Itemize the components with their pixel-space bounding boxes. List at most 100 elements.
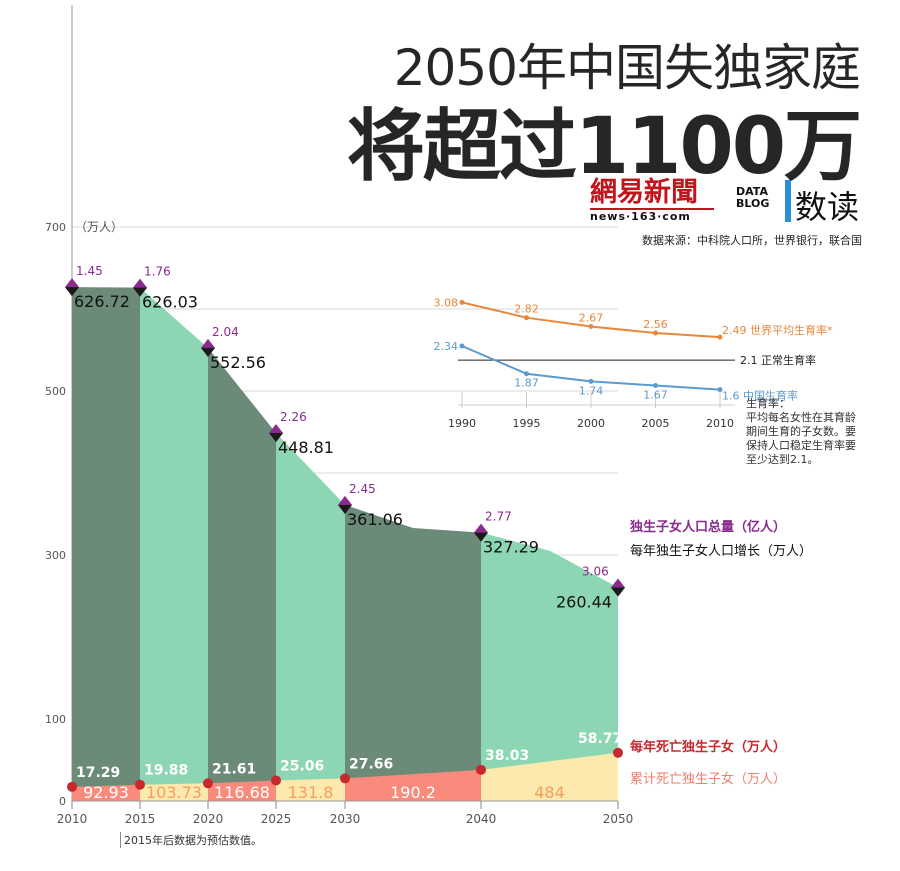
inset-point [717,334,723,340]
legend-total-population: 独生子女人口总量（亿人） [630,520,787,535]
title-line-1: 2050年中国失独家庭 [393,39,861,97]
inset-point-label: 1.74 [579,384,604,397]
growth-area-band [72,287,140,801]
growth-value-label: 626.72 [74,292,130,311]
shudu-logo-text: 数读 [795,188,860,226]
x-tick-label: 2025 [261,812,292,826]
total-diamond-bottom [611,587,625,597]
growth-value-label: 626.03 [142,293,198,312]
growth-area-band [140,287,208,801]
death-dot [67,781,77,792]
total-value-label: 1.45 [76,264,103,278]
x-tick-label: 2030 [330,812,361,826]
legend-annual-growth: 每年独生子女人口增长（万人） [630,544,813,559]
death-value-label: 21.61 [212,761,256,777]
inset-x-tick-label: 2005 [642,417,670,430]
y-axis-unit: （万人） [75,220,123,234]
y-tick-label: 300 [45,549,66,562]
total-diamond-bottom [338,504,352,514]
total-value-label: 1.76 [144,265,171,279]
total-value-label: 2.04 [212,325,239,339]
inset-x-tick-label: 2010 [706,417,734,430]
cumulative-death-band [481,752,618,801]
total-value-label: 2.26 [280,410,307,424]
inset-point [653,330,658,336]
inset-point-label: 3.08 [434,296,459,309]
growth-value-label: 552.56 [210,353,266,372]
cumulative-death-label: 116.68 [214,783,270,802]
data-source: 数据来源：中科院人口所，世界银行，联合国 [642,234,862,247]
death-value-label: 25.06 [280,758,324,774]
legend-annual-deaths: 每年死亡独生子女（万人） [630,740,787,755]
inset-point-label: 1.6 中国生育率 [722,389,798,403]
total-diamond-bottom [201,347,215,357]
death-value-label: 19.88 [144,763,188,779]
y-tick-label: 700 [45,221,66,234]
netease-news-logo: 網易新聞 news·163·com [590,178,714,223]
total-diamond-bottom [474,532,488,542]
inset-x-tick-label: 1995 [513,417,541,430]
growth-area-band [208,347,276,801]
datablog-line-1: DATA [736,185,768,198]
inset-point-label: 2.56 [643,318,668,331]
inset-point-label: 2.49 世界平均生育率* [722,323,833,337]
inset-point [588,324,594,330]
inset-point [459,343,465,349]
x-tick-label: 2040 [466,812,497,826]
x-tick-label: 2010 [57,812,88,826]
inset-x-tick-label: 1990 [448,417,476,430]
growth-value-label: 448.81 [278,438,334,457]
death-value-label: 17.29 [76,765,120,781]
datablog-accent-bar [785,180,791,222]
growth-area-band [481,532,618,801]
inset-point [653,383,658,389]
total-value-label: 3.06 [582,564,609,578]
main-area-chart: 0 100 300 500 700 （万人） 92.93 103.73 116.68 131.8 1… [45,5,633,826]
total-diamond-bottom [269,432,283,442]
growth-value-label: 327.29 [483,538,539,557]
death-value-label: 38.03 [485,748,529,764]
inset-point-label: 1.67 [643,389,668,402]
y-tick-label: 0 [59,795,66,808]
cumulative-death-label: 484 [534,783,565,802]
y-tick-label: 100 [45,713,66,726]
growth-area-band [276,432,345,801]
x-tick-label: 2020 [193,812,224,826]
death-dot [476,764,486,775]
inset-x-tick-label: 2000 [577,417,605,430]
cumulative-death-label: 131.8 [288,783,334,802]
datablog-logo: DATA BLOG [736,186,769,210]
cumulative-death-band [72,784,140,801]
growth-value-label: 361.06 [347,510,403,529]
death-value-label: 58.77 [578,731,622,747]
reference-line-label: 2.1 正常生育率 [740,353,816,367]
inset-point [459,299,465,305]
fertility-inset-chart: 2.1 正常生育率 1990 1995 2000 2005 2010 3.08 2.82 2.6… [434,296,833,430]
cumulative-death-band [140,783,208,801]
inset-point [588,378,594,384]
growth-area-band [345,504,481,801]
cumulative-death-label: 190.2 [390,783,436,802]
death-dot [271,775,281,786]
inset-point [717,387,723,393]
death-dot [203,778,213,789]
title-line-2: 将超过1100万 [346,102,862,192]
x-tick-label: 2015 [125,812,156,826]
inset-point-label: 2.67 [579,312,604,325]
growth-value-label: 260.44 [556,592,612,611]
cumulative-death-band [276,778,345,801]
total-value-label: 2.45 [349,482,376,496]
inset-point [524,315,529,321]
cumulative-death-label: 103.73 [146,783,202,802]
inset-point-label: 1.87 [514,377,539,390]
cumulative-death-label: 92.93 [83,783,129,802]
fertility-rate-note: 生育率： 平均每名女性在其育龄期间生育的子女数。要保持人口稳定生育率要至少达到2… [746,397,856,466]
total-value-label: 2.77 [485,510,512,524]
total-diamond-bottom [133,287,147,297]
datablog-line-2: BLOG [736,197,770,210]
inset-point [524,371,529,377]
estimate-footnote: 2015年后数据为预估数值。 [120,832,262,848]
death-dot [135,779,145,790]
y-tick-label: 500 [45,385,66,398]
